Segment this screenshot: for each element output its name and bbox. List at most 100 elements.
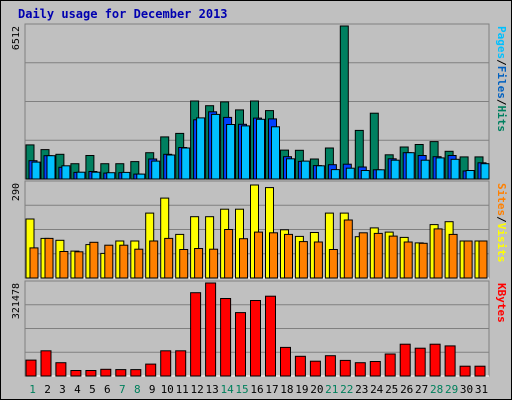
bottom-bar-kbytes-day-18 <box>280 346 291 377</box>
bottom-bar-kbytes-day-7 <box>115 369 127 377</box>
middle-bar-sites-day-14 <box>224 229 234 279</box>
x-tick-label-day-25: 25 <box>385 383 398 396</box>
x-tick-label-day-11: 11 <box>176 383 189 396</box>
legend-entry: Sites <box>495 183 508 216</box>
middle-bar-sites-day-4 <box>74 251 84 279</box>
x-tick-label-day-28: 28 <box>430 383 443 396</box>
bottom-bar-kbytes-day-12 <box>190 292 202 377</box>
top-bar-pages-day-19 <box>300 160 310 180</box>
middle-ymax-label: 290 <box>11 183 22 201</box>
middle-bar-sites-day-2 <box>44 237 54 279</box>
top-bar-pages-day-2 <box>46 155 56 180</box>
top-bar-pages-day-10 <box>166 154 176 180</box>
top-bar-pages-day-12 <box>196 117 206 180</box>
bottom-bar-kbytes-day-31 <box>474 365 486 377</box>
top-bar-pages-day-16 <box>256 118 265 180</box>
x-tick-label-day-18: 18 <box>280 383 293 396</box>
x-tick-label-day-21: 21 <box>325 383 338 396</box>
legend-entry: Files <box>495 66 508 99</box>
middle-bar-sites-day-16 <box>254 231 263 279</box>
x-tick-label-day-12: 12 <box>190 383 203 396</box>
x-tick-label-day-16: 16 <box>250 383 263 396</box>
bottom-bar-kbytes-day-27 <box>414 347 426 377</box>
bottom-bar-kbytes-day-15 <box>235 312 246 377</box>
bottom-bar-kbytes-day-1 <box>25 359 37 377</box>
middle-bar-sites-day-12 <box>194 248 204 279</box>
chart-title: Daily usage for December 2013 <box>18 7 228 21</box>
legend-entry: KBytes <box>495 283 508 323</box>
top-bar-pages-day-27 <box>420 159 430 180</box>
bottom-bar-kbytes-day-28 <box>429 343 441 377</box>
top-bar-pages-day-9 <box>151 160 161 180</box>
bottom-bar-kbytes-day-14 <box>220 298 232 377</box>
middle-bar-sites-day-15 <box>239 238 248 279</box>
bottom-bar-kbytes-day-16 <box>250 300 261 377</box>
x-tick-label-day-22: 22 <box>340 383 353 396</box>
x-tick-label-day-8: 8 <box>134 383 141 396</box>
top-bar-hits-day-22 <box>339 25 349 180</box>
bottom-series-legend: KBytes <box>495 283 508 323</box>
top-bar-pages-day-23 <box>360 170 370 180</box>
x-tick-label-day-10: 10 <box>161 383 174 396</box>
bottom-bar-kbytes-day-3 <box>55 362 67 377</box>
x-tick-label-day-29: 29 <box>445 383 458 396</box>
middle-bar-sites-day-31 <box>478 240 488 279</box>
middle-bar-sites-day-19 <box>298 241 308 279</box>
middle-bar-sites-day-27 <box>418 242 428 279</box>
top-bar-pages-day-24 <box>375 169 385 180</box>
x-tick-label-day-26: 26 <box>400 383 413 396</box>
x-tick-label-day-3: 3 <box>59 383 66 396</box>
x-tick-label-day-20: 20 <box>310 383 323 396</box>
bottom-bar-kbytes-day-2 <box>40 350 52 377</box>
bottom-bar-kbytes-day-17 <box>265 295 276 377</box>
legend-entry: Visits <box>495 223 508 263</box>
x-tick-label-day-13: 13 <box>205 383 218 396</box>
top-bar-pages-day-22 <box>345 167 355 180</box>
x-tick-label-day-5: 5 <box>89 383 96 396</box>
top-bar-pages-day-13 <box>211 113 221 180</box>
middle-bar-sites-day-18 <box>284 233 293 279</box>
x-tick-label-day-6: 6 <box>104 383 111 396</box>
top-bar-pages-day-21 <box>330 169 340 180</box>
x-tick-label-day-27: 27 <box>415 383 428 396</box>
legend-entry: / <box>495 99 508 106</box>
top-bar-pages-day-28 <box>435 157 445 180</box>
top-bar-pages-day-5 <box>91 171 101 180</box>
top-bar-pages-day-3 <box>61 165 71 180</box>
middle-bar-sites-day-7 <box>119 244 129 279</box>
bottom-bar-kbytes-day-6 <box>100 368 112 377</box>
legend-entry: / <box>495 216 508 223</box>
top-bar-pages-day-1 <box>31 161 41 180</box>
middle-bar-sites-day-24 <box>373 232 383 279</box>
bottom-bar-kbytes-day-11 <box>175 350 187 377</box>
bottom-bar-kbytes-day-4 <box>70 370 82 377</box>
bottom-bar-kbytes-day-13 <box>205 282 217 377</box>
middle-bar-sites-day-10 <box>164 237 174 279</box>
middle-bar-sites-day-26 <box>403 241 413 279</box>
middle-bar-sites-day-3 <box>59 251 69 279</box>
bottom-bar-kbytes-day-25 <box>384 353 396 377</box>
x-tick-label-day-2: 2 <box>44 383 51 396</box>
x-tick-label-day-31: 31 <box>475 383 488 396</box>
top-bar-pages-day-15 <box>241 125 250 180</box>
top-bar-pages-day-7 <box>121 171 131 180</box>
x-tick-label-day-15: 15 <box>235 383 248 396</box>
x-tick-label-day-30: 30 <box>460 383 473 396</box>
middle-bar-sites-day-25 <box>388 235 398 279</box>
bottom-ymax-label: 321478 <box>11 283 22 319</box>
middle-bar-sites-day-11 <box>179 249 189 279</box>
bottom-bar-kbytes-day-26 <box>399 343 411 377</box>
middle-bar-sites-day-13 <box>209 248 219 279</box>
bottom-bar-kbytes-day-21 <box>324 355 336 377</box>
legend-entry: / <box>495 59 508 66</box>
middle-bar-sites-day-6 <box>104 244 114 279</box>
top-bar-pages-day-18 <box>286 158 295 180</box>
x-tick-label-day-19: 19 <box>295 383 308 396</box>
bottom-bar-kbytes-day-24 <box>369 361 381 377</box>
x-tick-label-day-24: 24 <box>370 383 384 396</box>
middle-bar-sites-day-28 <box>433 228 443 279</box>
bottom-bar-kbytes-day-30 <box>459 365 471 377</box>
top-bar-pages-day-6 <box>106 172 116 180</box>
middle-bar-sites-day-8 <box>134 248 144 279</box>
